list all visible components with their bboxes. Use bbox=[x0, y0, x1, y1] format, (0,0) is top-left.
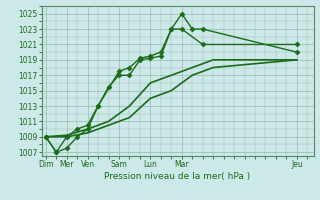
X-axis label: Pression niveau de la mer( hPa ): Pression niveau de la mer( hPa ) bbox=[104, 172, 251, 181]
